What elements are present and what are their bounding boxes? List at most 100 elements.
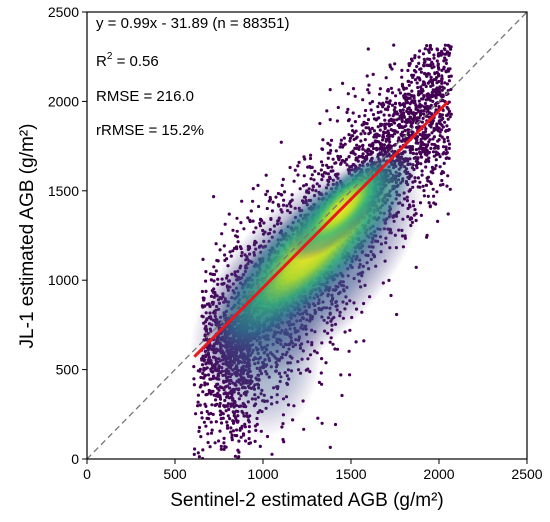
data-point	[210, 428, 214, 432]
data-point	[431, 119, 435, 123]
x-tick-label: 2500	[511, 466, 542, 482]
data-point	[406, 128, 410, 132]
data-point	[398, 114, 402, 119]
data-point	[447, 142, 452, 146]
data-point	[211, 272, 215, 276]
data-point	[211, 412, 215, 416]
data-point	[264, 192, 268, 197]
data-point	[346, 92, 350, 96]
data-point	[345, 110, 349, 114]
data-point	[207, 417, 211, 421]
data-point	[425, 63, 429, 67]
data-point	[394, 94, 398, 98]
r-squared-label: R2 = 0.56	[96, 51, 159, 70]
data-point	[424, 183, 429, 187]
data-point	[296, 164, 300, 168]
data-point	[333, 347, 337, 351]
data-point	[383, 122, 387, 126]
data-point	[438, 115, 442, 119]
data-point	[445, 184, 449, 188]
data-point	[207, 412, 211, 416]
data-point	[438, 183, 443, 187]
data-point	[281, 177, 285, 181]
data-point	[434, 93, 438, 97]
data-point	[428, 111, 432, 115]
data-point	[202, 420, 206, 424]
data-point	[406, 100, 410, 105]
data-point	[446, 174, 450, 178]
data-point	[201, 390, 205, 394]
data-point	[383, 118, 387, 122]
data-point	[418, 105, 422, 109]
data-point	[328, 118, 332, 122]
data-point	[434, 164, 438, 168]
data-point	[369, 108, 373, 112]
data-point	[411, 75, 415, 79]
data-point	[347, 118, 351, 122]
data-point	[419, 67, 423, 71]
data-point	[424, 136, 428, 140]
data-point	[372, 129, 376, 133]
data-point	[417, 147, 421, 151]
data-point	[316, 416, 320, 420]
data-point	[223, 222, 227, 226]
data-point	[433, 167, 437, 171]
data-point	[363, 131, 367, 135]
data-point	[340, 158, 345, 163]
data-point	[432, 135, 436, 139]
data-point	[271, 200, 275, 204]
data-point	[429, 146, 433, 150]
data-point	[408, 115, 412, 119]
data-point	[384, 137, 388, 142]
data-point	[352, 137, 356, 142]
data-point	[320, 382, 324, 386]
data-point	[412, 96, 416, 100]
data-point	[366, 88, 370, 92]
data-point	[431, 150, 436, 154]
data-point	[398, 91, 402, 95]
data-point	[347, 155, 351, 159]
data-point	[425, 44, 429, 48]
data-point	[229, 426, 233, 430]
data-point	[302, 155, 306, 159]
data-point	[433, 146, 437, 150]
data-point	[387, 137, 391, 141]
data-point	[436, 54, 441, 58]
data-point	[378, 146, 382, 150]
data-point	[366, 118, 371, 122]
data-point	[412, 118, 416, 122]
data-point	[427, 93, 432, 97]
data-point	[384, 76, 388, 80]
data-point	[418, 78, 422, 82]
data-point	[378, 92, 382, 96]
data-point	[419, 162, 423, 166]
data-point	[440, 81, 444, 85]
data-point	[432, 201, 436, 205]
data-point	[448, 187, 452, 191]
data-point	[230, 435, 234, 440]
data-point	[319, 160, 324, 164]
data-point	[382, 143, 386, 147]
data-point	[419, 151, 423, 155]
data-point	[222, 244, 226, 248]
data-point	[204, 270, 208, 274]
data-point	[398, 103, 402, 107]
data-point	[423, 130, 428, 134]
data-point	[344, 157, 349, 161]
data-point	[366, 147, 371, 152]
data-point	[371, 72, 375, 76]
data-point	[253, 439, 257, 443]
data-point	[443, 81, 447, 85]
data-point	[197, 429, 201, 433]
data-point	[405, 118, 409, 123]
data-point	[341, 144, 345, 148]
data-point	[350, 124, 354, 128]
data-point	[397, 88, 401, 92]
data-point	[413, 78, 417, 82]
data-point	[381, 135, 385, 139]
data-point	[251, 199, 255, 203]
data-point	[280, 183, 284, 187]
data-point	[434, 96, 438, 100]
data-point	[359, 139, 363, 143]
data-point	[363, 114, 367, 118]
